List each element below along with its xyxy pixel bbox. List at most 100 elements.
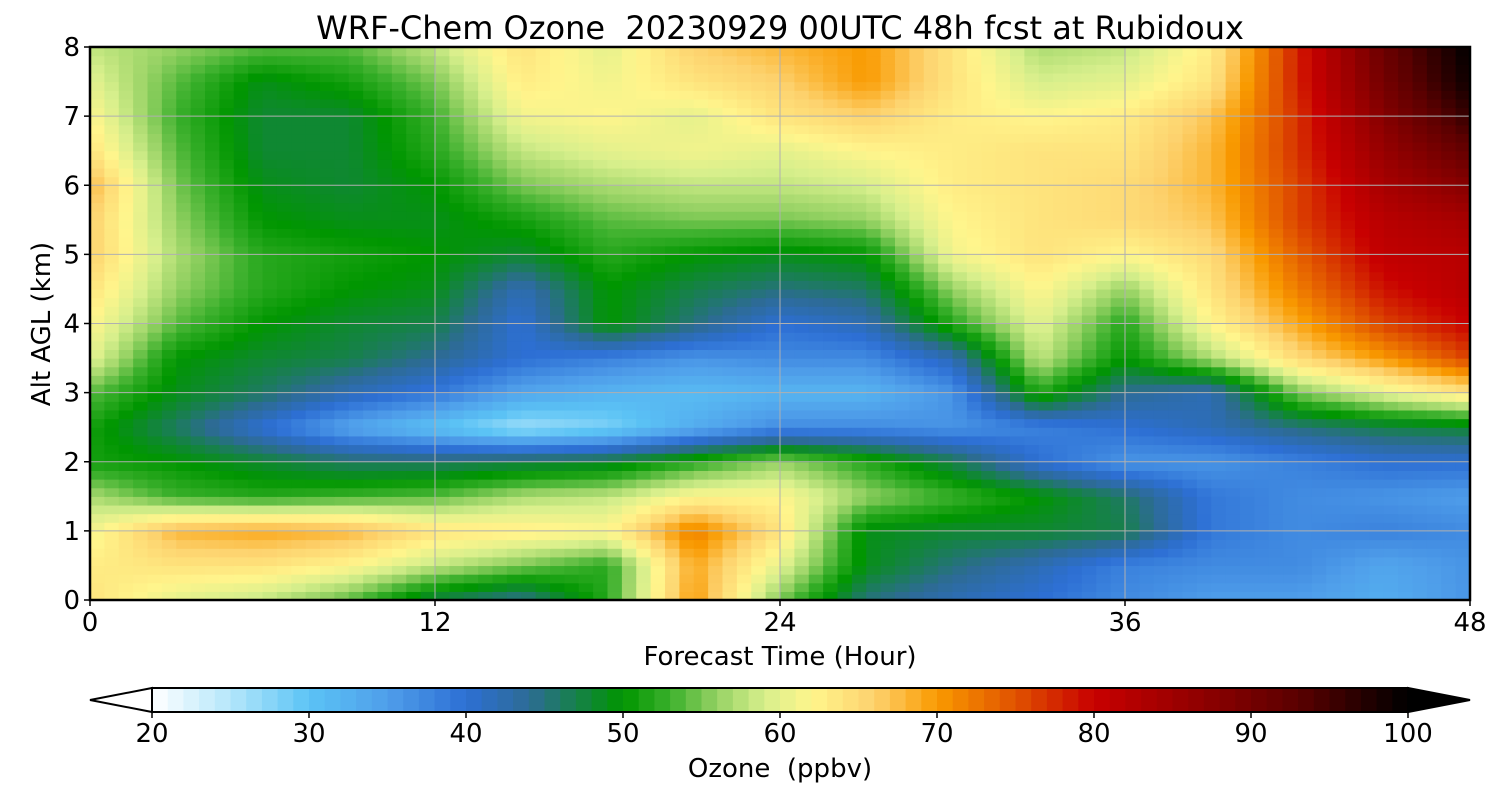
heatmap-cell — [492, 254, 508, 264]
heatmap-cell — [90, 409, 105, 420]
heatmap-cell — [1067, 306, 1083, 316]
heatmap-cell — [205, 245, 220, 255]
heatmap-cell — [1355, 392, 1370, 402]
heatmap-cell — [607, 487, 623, 497]
heatmap-cell — [334, 193, 350, 204]
heatmap-cell — [1196, 254, 1212, 264]
heatmap-cell — [118, 263, 134, 273]
heatmap-cell — [665, 453, 680, 463]
heatmap-cell — [1297, 453, 1313, 463]
heatmap-cell — [1254, 418, 1270, 428]
heatmap-cell — [463, 159, 479, 169]
heatmap-cell — [406, 496, 422, 506]
heatmap-cell — [348, 487, 364, 497]
heatmap-cell — [1110, 392, 1126, 402]
heatmap-cell — [1225, 185, 1241, 195]
heatmap-cell — [521, 176, 537, 186]
heatmap-cell — [1211, 504, 1227, 515]
heatmap-cell — [449, 349, 465, 359]
heatmap-cell — [161, 383, 177, 394]
heatmap-cell — [449, 444, 465, 454]
heatmap-cell — [593, 263, 609, 273]
heatmap-cell — [880, 409, 896, 420]
heatmap-cell — [1125, 167, 1140, 178]
heatmap-cell — [147, 297, 163, 307]
heatmap-cell — [406, 314, 422, 325]
heatmap-cell — [895, 263, 910, 273]
heatmap-cell — [952, 435, 968, 446]
heatmap-cell — [1340, 574, 1356, 584]
heatmap-cell — [1168, 479, 1184, 489]
heatmap-cell — [406, 237, 422, 247]
heatmap-cell — [665, 167, 680, 178]
heatmap-cell — [219, 401, 235, 411]
heatmap-cell — [1326, 202, 1342, 212]
heatmap-cell — [952, 470, 968, 480]
heatmap-cell — [780, 297, 795, 307]
heatmap-cell — [679, 435, 695, 446]
heatmap-cell — [1053, 306, 1069, 316]
heatmap-cell — [104, 479, 120, 489]
heatmap-cell — [1426, 280, 1442, 290]
heatmap-cell — [1010, 349, 1025, 359]
heatmap-cell — [693, 470, 709, 480]
heatmap-cell — [478, 470, 494, 480]
heatmap-cell — [118, 340, 134, 351]
heatmap-cell — [90, 418, 105, 428]
heatmap-cell — [1340, 340, 1356, 351]
heatmap-cell — [593, 323, 609, 333]
heatmap-cell — [693, 332, 709, 342]
heatmap-cell — [147, 271, 163, 281]
heatmap-cell — [650, 211, 666, 221]
heatmap-cell — [909, 383, 925, 394]
heatmap-cell — [506, 159, 522, 169]
heatmap-cell — [205, 418, 220, 428]
heatmap-cell — [981, 340, 997, 351]
heatmap-cell — [1081, 314, 1097, 325]
heatmap-cell — [1067, 539, 1083, 549]
heatmap-cell — [248, 522, 264, 532]
heatmap-cell — [348, 193, 364, 204]
heatmap-cell — [363, 366, 379, 376]
heatmap-cell — [449, 280, 465, 290]
heatmap-cell — [593, 435, 609, 446]
heatmap-cell — [1455, 487, 1470, 497]
heatmap-cell — [1024, 591, 1040, 600]
heatmap-cell — [391, 435, 407, 446]
heatmap-cell — [1110, 219, 1126, 230]
heatmap-cell — [636, 340, 652, 351]
heatmap-cell — [363, 444, 379, 454]
heatmap-cell — [406, 228, 422, 238]
heatmap-cell — [1182, 383, 1198, 394]
heatmap-cell — [176, 591, 192, 600]
heatmap-cell — [535, 453, 551, 463]
heatmap-cell — [1268, 323, 1284, 333]
heatmap-cell — [1110, 427, 1126, 437]
heatmap-cell — [607, 409, 623, 420]
heatmap-cell — [1053, 530, 1069, 541]
heatmap-cell — [205, 427, 220, 437]
heatmap-cell — [506, 245, 522, 255]
heatmap-cell — [736, 254, 752, 264]
heatmap-cell — [391, 228, 407, 238]
heatmap-cell — [693, 565, 709, 575]
heatmap-cell — [219, 245, 235, 255]
heatmap-cell — [1268, 358, 1284, 368]
heatmap-cell — [435, 591, 450, 600]
heatmap-cell — [708, 539, 724, 549]
heatmap-cell — [880, 297, 896, 307]
heatmap-cell — [104, 263, 120, 273]
heatmap-cell — [880, 332, 896, 342]
heatmap-cell — [1182, 548, 1198, 558]
heatmap-cell — [650, 150, 666, 160]
heatmap-cell — [981, 202, 997, 212]
heatmap-cell — [1268, 591, 1284, 600]
heatmap-cell — [578, 530, 594, 541]
heatmap-cell — [521, 358, 537, 368]
heatmap-cell — [780, 574, 795, 584]
heatmap-cell — [1125, 150, 1140, 160]
heatmap-cell — [506, 193, 522, 204]
heatmap-cell — [780, 306, 795, 316]
heatmap-cell — [233, 288, 249, 299]
heatmap-cell — [1182, 487, 1198, 497]
